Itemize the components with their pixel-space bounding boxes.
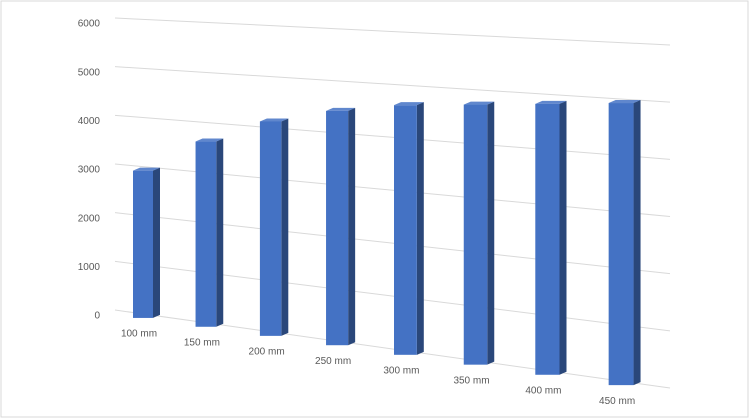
bar-top (259, 118, 289, 122)
bar-side (416, 102, 424, 355)
y-tick-label: 2000 (78, 213, 101, 224)
x-tick-label: 200 mm (249, 347, 285, 358)
x-tick-label: 400 mm (525, 385, 561, 396)
bar (259, 121, 282, 336)
bar-side (348, 107, 356, 346)
x-tick-label: 150 mm (184, 337, 220, 348)
bar-top (195, 138, 224, 142)
bar-top (535, 100, 567, 104)
bar (133, 170, 153, 318)
bar (463, 104, 488, 365)
y-tick-label: 0 (94, 311, 100, 322)
bar-side (216, 138, 224, 327)
y-tick-label: 5000 (78, 67, 101, 78)
y-tick-label: 1000 (78, 262, 101, 273)
bar-top (463, 101, 495, 105)
grid-line (114, 114, 671, 160)
y-tick-label: 6000 (78, 19, 101, 30)
bar-side (633, 100, 641, 386)
bar-side (281, 118, 289, 336)
bar (608, 103, 634, 386)
y-tick-label: 4000 (78, 116, 101, 127)
bar-side (487, 101, 495, 365)
grid-line (114, 66, 671, 103)
bar-top (394, 102, 424, 106)
bar (535, 103, 560, 375)
bar (326, 110, 349, 346)
bar-top (326, 107, 356, 111)
x-tick-label: 100 mm (121, 329, 157, 340)
bar-side (153, 167, 160, 318)
bar-side (559, 100, 567, 375)
bar (195, 141, 217, 327)
y-tick-label: 3000 (78, 165, 101, 176)
x-tick-label: 250 mm (315, 356, 351, 367)
x-tick-label: 350 mm (453, 375, 489, 386)
x-tick-label: 300 mm (383, 365, 419, 376)
x-tick-label: 450 mm (599, 396, 635, 407)
grid-line (114, 17, 671, 46)
bar (394, 105, 417, 355)
bar-top (608, 100, 641, 104)
bar-top (133, 167, 160, 171)
